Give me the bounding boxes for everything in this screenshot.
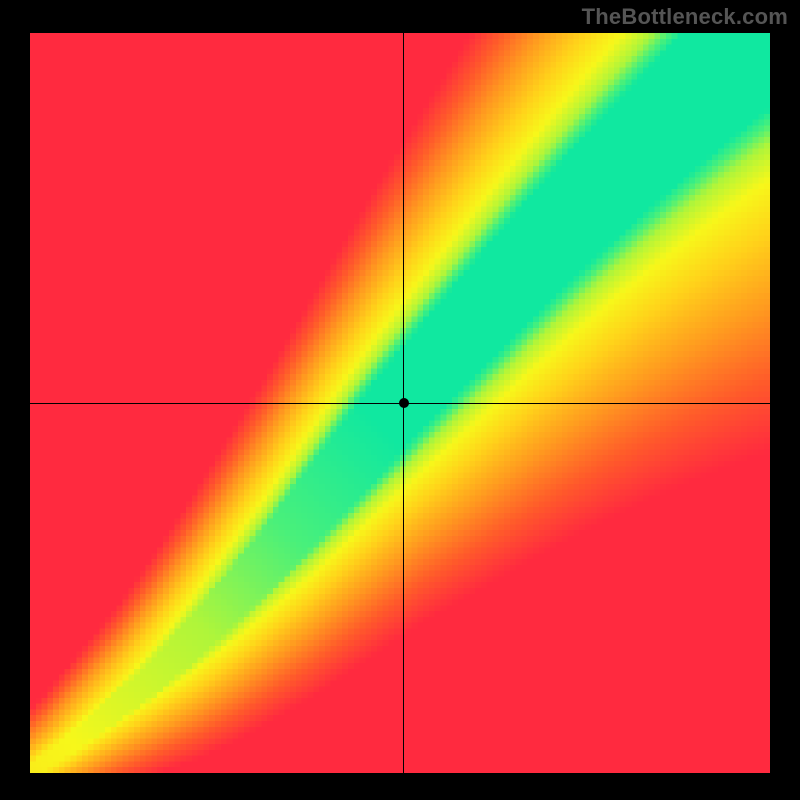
crosshair-marker-dot	[399, 398, 409, 408]
chart-frame: TheBottleneck.com	[0, 0, 800, 800]
watermark-text: TheBottleneck.com	[582, 4, 788, 30]
